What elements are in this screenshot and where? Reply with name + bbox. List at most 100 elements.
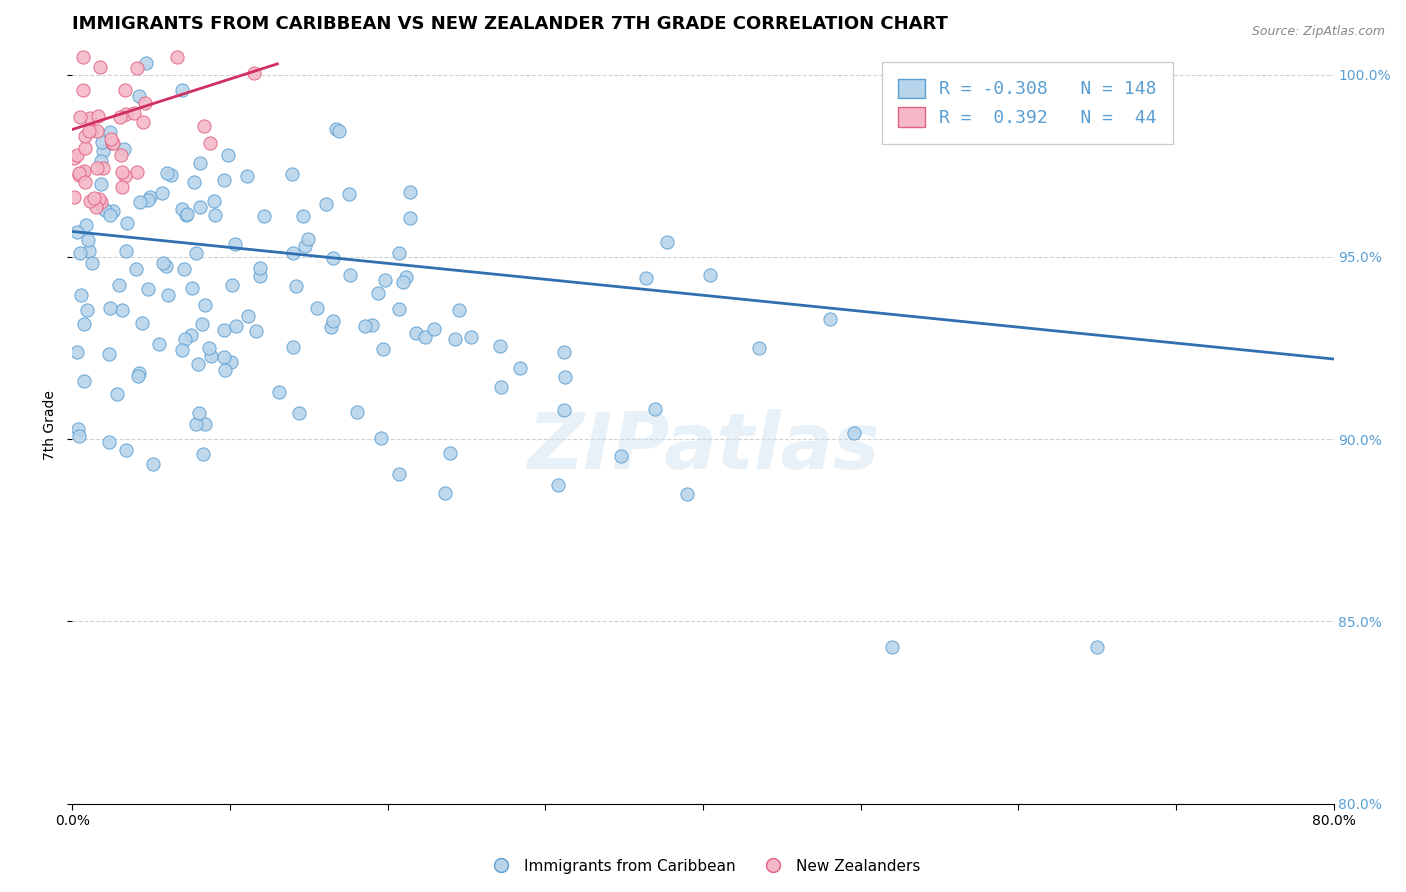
Point bbox=[491, 380, 513, 394]
Point bbox=[346, 405, 368, 419]
Point bbox=[159, 168, 181, 182]
Point bbox=[699, 268, 721, 282]
Point bbox=[422, 322, 444, 336]
Point bbox=[267, 385, 290, 400]
Point bbox=[66, 345, 89, 359]
Point bbox=[91, 161, 114, 175]
Point bbox=[249, 269, 271, 284]
Point bbox=[180, 281, 202, 295]
Point bbox=[187, 407, 209, 421]
Point bbox=[67, 429, 90, 443]
Point bbox=[281, 245, 304, 260]
Point bbox=[86, 109, 108, 123]
Point bbox=[235, 169, 257, 184]
Point bbox=[107, 387, 129, 401]
Point bbox=[90, 195, 112, 210]
Point bbox=[114, 83, 136, 97]
Point bbox=[253, 209, 276, 223]
Point bbox=[1085, 640, 1108, 654]
Point bbox=[75, 141, 97, 155]
Point bbox=[399, 211, 422, 225]
Point bbox=[610, 450, 633, 464]
Point bbox=[190, 317, 212, 331]
Point bbox=[374, 273, 396, 287]
Point bbox=[328, 124, 350, 138]
Point bbox=[245, 324, 267, 338]
Point bbox=[63, 190, 86, 204]
Point bbox=[84, 200, 107, 214]
Point bbox=[79, 194, 101, 209]
Point bbox=[184, 245, 207, 260]
Point bbox=[214, 323, 236, 337]
Point bbox=[156, 288, 179, 302]
Point bbox=[128, 366, 150, 380]
Point bbox=[90, 178, 112, 192]
Point bbox=[115, 244, 138, 258]
Point bbox=[180, 327, 202, 342]
Point bbox=[73, 175, 96, 189]
Point bbox=[110, 148, 132, 162]
Point bbox=[98, 208, 121, 222]
Point bbox=[101, 136, 124, 150]
Point bbox=[221, 277, 243, 292]
Point bbox=[194, 417, 217, 431]
Point bbox=[188, 201, 211, 215]
Point bbox=[447, 303, 470, 318]
Point bbox=[444, 332, 467, 346]
Legend: Immigrants from Caribbean, New Zealanders: Immigrants from Caribbean, New Zealander… bbox=[479, 853, 927, 880]
Point bbox=[136, 193, 159, 207]
Point bbox=[321, 320, 343, 334]
Point bbox=[219, 354, 242, 368]
Point bbox=[367, 285, 389, 300]
Point bbox=[132, 115, 155, 129]
Point bbox=[134, 95, 156, 110]
Point bbox=[90, 135, 112, 149]
Point bbox=[98, 125, 121, 139]
Point bbox=[509, 361, 531, 376]
Point bbox=[82, 123, 104, 137]
Point bbox=[439, 446, 461, 460]
Point bbox=[128, 89, 150, 103]
Point bbox=[882, 640, 904, 654]
Point bbox=[395, 269, 418, 284]
Point bbox=[77, 244, 100, 258]
Point bbox=[354, 319, 377, 334]
Point bbox=[114, 169, 136, 183]
Point bbox=[142, 457, 165, 471]
Point bbox=[100, 132, 122, 146]
Point bbox=[305, 301, 328, 315]
Point bbox=[187, 357, 209, 371]
Point bbox=[285, 278, 308, 293]
Point bbox=[90, 200, 112, 214]
Point bbox=[554, 369, 576, 384]
Point bbox=[371, 343, 394, 357]
Point bbox=[655, 235, 678, 249]
Point bbox=[79, 111, 101, 125]
Point bbox=[100, 301, 122, 315]
Point bbox=[138, 190, 160, 204]
Point bbox=[193, 119, 215, 133]
Point bbox=[117, 216, 139, 230]
Point bbox=[370, 431, 392, 445]
Point bbox=[72, 49, 94, 63]
Text: ZIPatlas: ZIPatlas bbox=[527, 409, 879, 485]
Point bbox=[198, 136, 221, 150]
Point bbox=[72, 374, 94, 388]
Point bbox=[152, 256, 174, 270]
Point bbox=[108, 278, 131, 293]
Point bbox=[111, 164, 134, 178]
Point bbox=[75, 218, 97, 232]
Point bbox=[86, 161, 108, 175]
Point bbox=[361, 318, 384, 332]
Point bbox=[212, 172, 235, 186]
Point bbox=[66, 148, 89, 162]
Point bbox=[818, 312, 841, 326]
Point bbox=[748, 341, 770, 355]
Legend: R = -0.308   N = 148, R =  0.392   N =  44: R = -0.308 N = 148, R = 0.392 N = 44 bbox=[882, 62, 1173, 144]
Point bbox=[127, 165, 149, 179]
Point bbox=[236, 310, 259, 324]
Point bbox=[405, 326, 427, 340]
Point bbox=[124, 105, 146, 120]
Point bbox=[315, 197, 337, 211]
Point bbox=[399, 185, 422, 199]
